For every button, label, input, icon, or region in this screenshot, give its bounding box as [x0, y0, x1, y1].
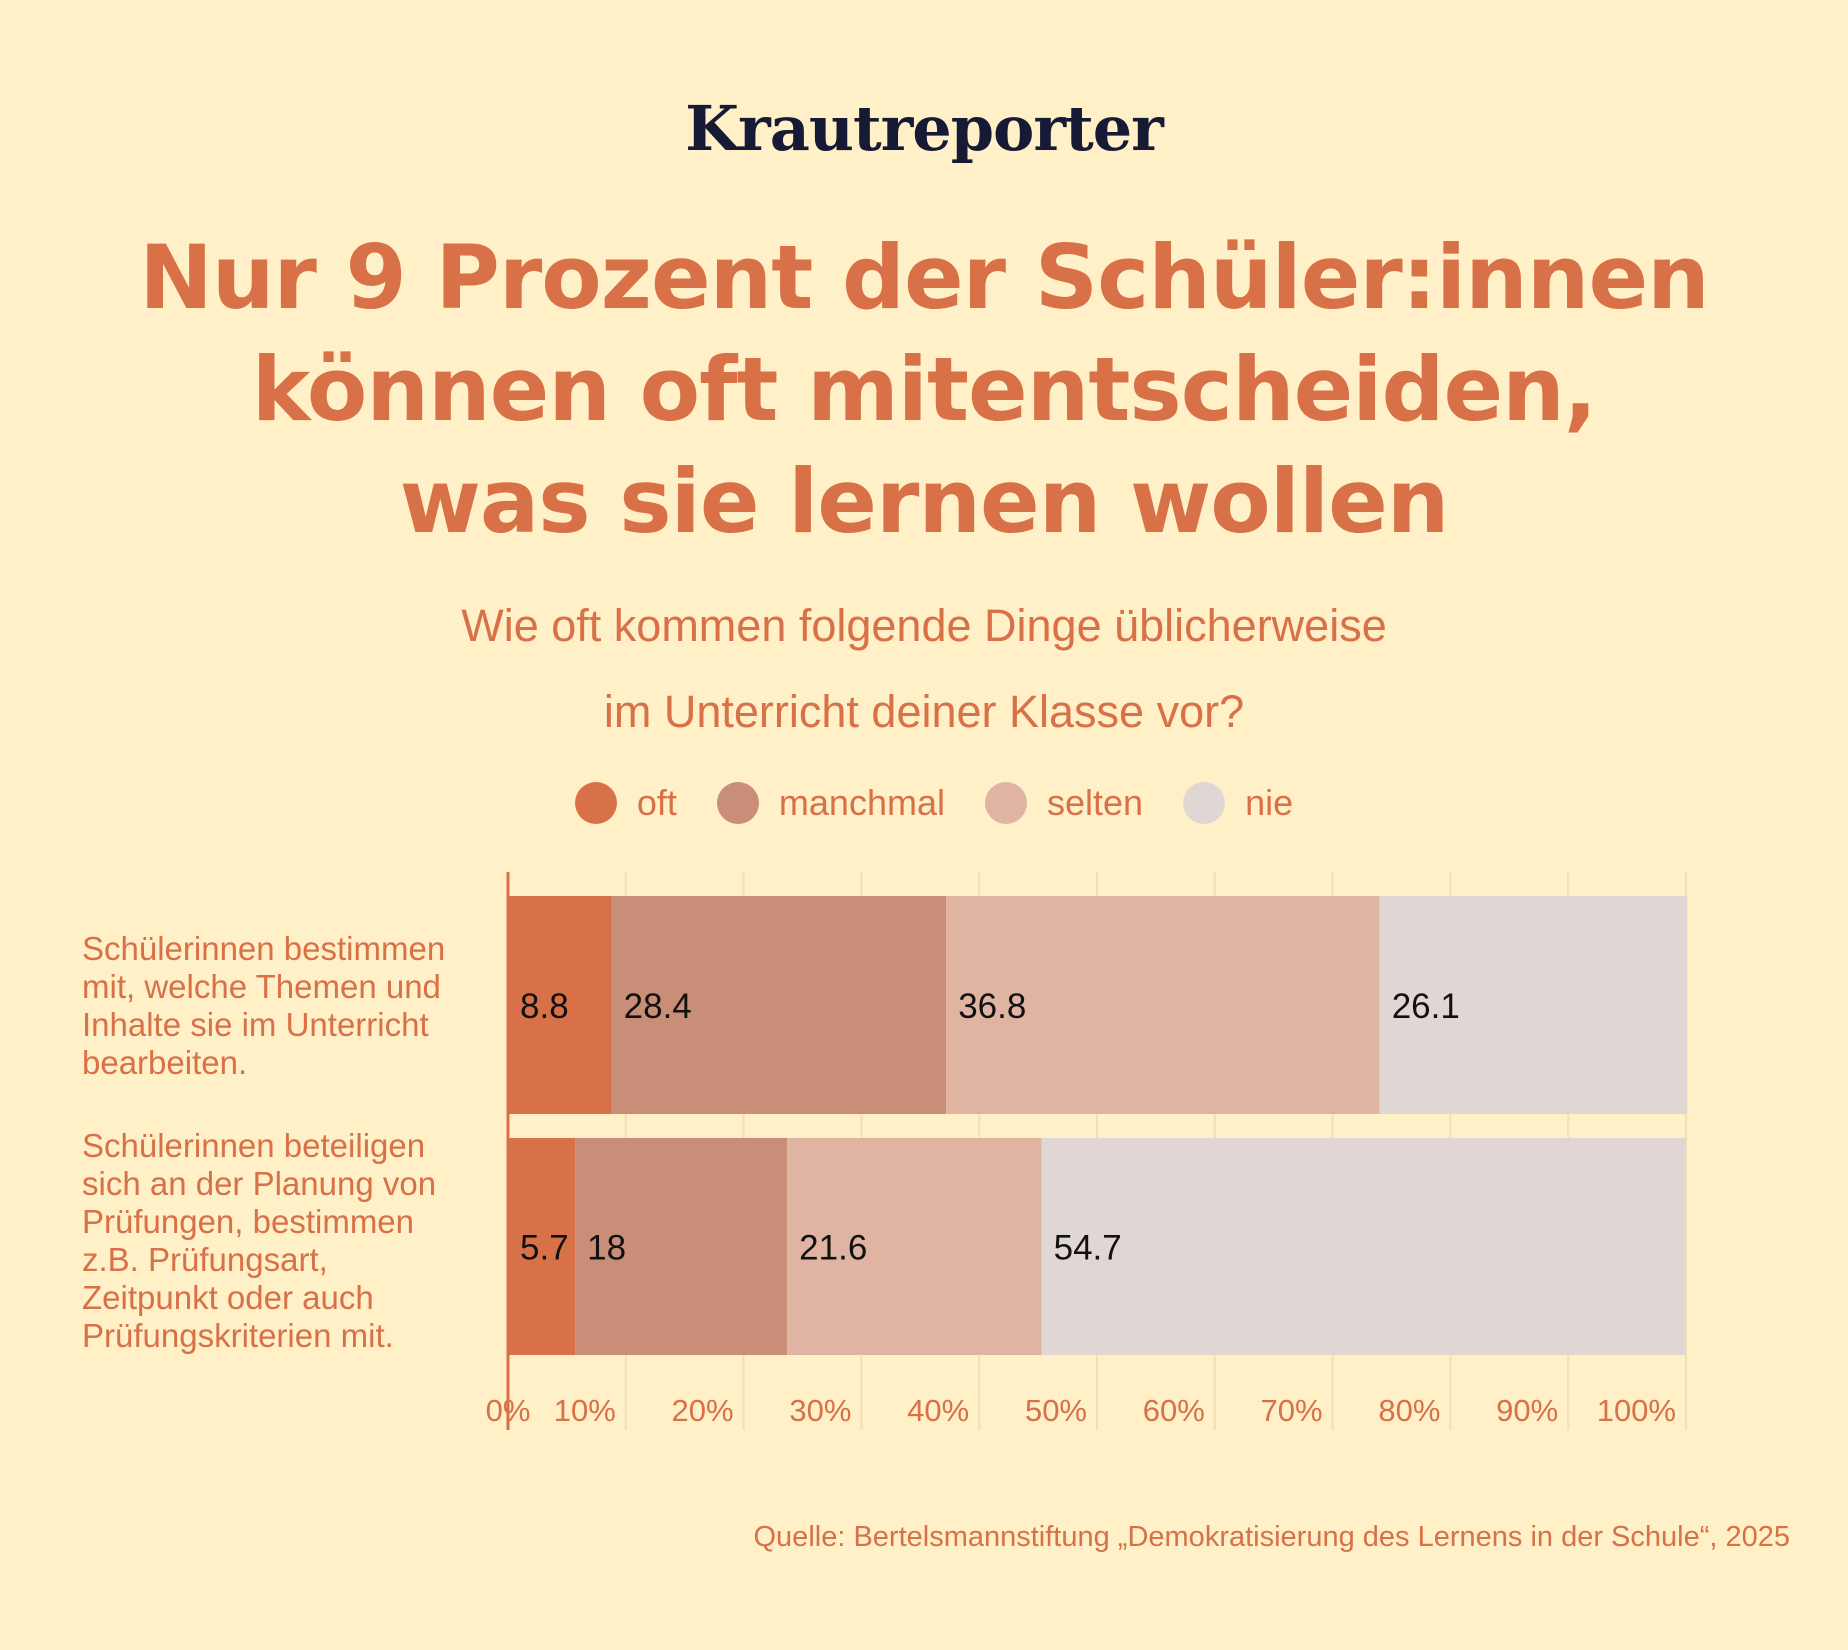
- data-label-selten-1: 36.8: [958, 987, 1026, 1026]
- legend-item-selten: selten: [984, 782, 1144, 824]
- legend-item-nie: nie: [1183, 782, 1293, 824]
- title-line-2: können oft mitentscheiden,: [251, 338, 1597, 441]
- category-label-1: Schülerinnen bestimmen mit, welche Theme…: [82, 930, 482, 1082]
- category-1-line: mit, welche Themen und: [82, 968, 441, 1005]
- data-label-nie-1: 26.1: [1392, 987, 1460, 1026]
- category-1-line: Schülerinnen bestimmen: [82, 930, 446, 967]
- data-label-nie-2: 54.7: [1054, 1229, 1122, 1268]
- subtitle-line-2: im Unterricht deiner Klasse vor?: [603, 686, 1245, 737]
- bar-manchmal-1: [611, 896, 947, 1114]
- category-1-line: bearbeiten.: [82, 1044, 248, 1081]
- legend-swatch-oft: [574, 782, 617, 824]
- x-tick-label: 10%: [554, 1393, 616, 1428]
- x-tick-label: 20%: [672, 1393, 734, 1428]
- title-line-3: was sie lernen wollen: [399, 450, 1450, 553]
- data-label-oft-1: 8.8: [520, 987, 569, 1026]
- category-1-line: Inhalte sie im Unterricht: [82, 1006, 429, 1043]
- bar-oft-2: [508, 1138, 576, 1355]
- data-label-manchmal-2: 18: [587, 1229, 626, 1268]
- bar-selten-2: [787, 1138, 1042, 1355]
- category-2-line: Prüfungskriterien mit.: [82, 1317, 394, 1354]
- legend-swatch-selten: [984, 782, 1027, 824]
- data-label-oft-2: 5.7: [520, 1229, 569, 1268]
- title-line-1: Nur 9 Prozent der Schüler:innen: [139, 226, 1710, 329]
- chart-title: Nur 9 Prozent der Schüler:innen können o…: [0, 222, 1848, 558]
- chart-subtitle: Wie oft kommen folgende Dinge üblicherwe…: [0, 583, 1848, 755]
- brand-logo: Krautreporter: [685, 92, 1164, 165]
- bar-selten-1: [946, 896, 1380, 1114]
- x-tick-label: 60%: [1143, 1393, 1205, 1428]
- x-tick-label: 90%: [1496, 1393, 1558, 1428]
- legend-item-oft: oft: [574, 782, 677, 824]
- x-tick-label: 80%: [1378, 1393, 1440, 1428]
- subtitle-line-1: Wie oft kommen folgende Dinge üblicherwe…: [461, 600, 1387, 651]
- legend-label-selten: selten: [1046, 782, 1144, 823]
- category-2-line: Zeitpunkt oder auch: [82, 1279, 374, 1316]
- bar-oft-1: [508, 896, 612, 1114]
- x-tick-label: 40%: [907, 1393, 969, 1428]
- data-label-selten-2: 21.6: [799, 1229, 867, 1268]
- category-2-line: z.B. Prüfungsart,: [82, 1241, 328, 1278]
- legend-swatch-manchmal: [716, 782, 759, 824]
- x-tick-label: 100%: [1597, 1393, 1676, 1428]
- category-label-2: Schülerinnen beteiligen sich an der Plan…: [82, 1127, 482, 1355]
- bar-manchmal-2: [575, 1138, 788, 1355]
- legend-item-manchmal: manchmal: [716, 782, 945, 824]
- legend-label-manchmal: manchmal: [778, 782, 945, 823]
- legend-label-oft: oft: [636, 782, 677, 823]
- bar-nie-2: [1041, 1138, 1686, 1355]
- legend-swatch-nie: [1183, 782, 1226, 824]
- category-2-line: Prüfungen, bestimmen: [82, 1203, 415, 1240]
- x-tick-label: 30%: [789, 1393, 851, 1428]
- chart-legend: oft manchmal selten nie: [0, 782, 1848, 824]
- x-tick-label: 0%: [486, 1393, 531, 1428]
- bar-nie-1: [1379, 896, 1688, 1114]
- source-note: Quelle: Bertelsmannstiftung „Demokratisi…: [753, 1521, 1791, 1553]
- category-2-line: Schülerinnen beteiligen: [82, 1127, 426, 1164]
- x-tick-label: 50%: [1025, 1393, 1087, 1428]
- x-tick-label: 70%: [1261, 1393, 1323, 1428]
- data-label-manchmal-1: 28.4: [624, 987, 692, 1026]
- category-2-line: sich an der Planung von: [82, 1165, 437, 1202]
- legend-label-nie: nie: [1245, 782, 1294, 823]
